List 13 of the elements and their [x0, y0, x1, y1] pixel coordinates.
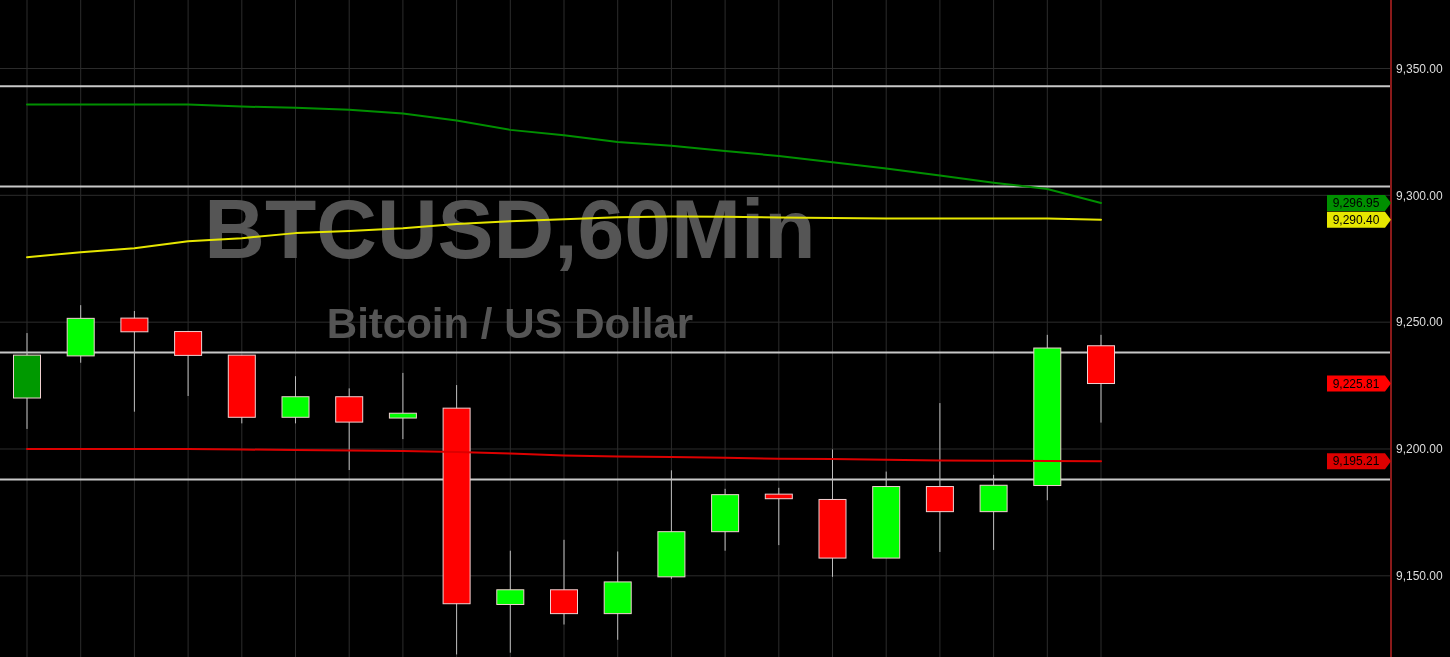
y-tick-label: 9,350.00	[1396, 61, 1444, 76]
text: 9,195.21	[1332, 454, 1380, 469]
line-series	[26, 447, 1102, 463]
candlestick	[764, 487, 793, 546]
text: 9,296.95	[1332, 196, 1380, 211]
y-tick-label: 9,150.00	[1396, 569, 1444, 584]
text: 9,290.40	[1332, 212, 1380, 227]
y-tick-label: 9,200.00	[1396, 442, 1444, 457]
y-tick-label: 9,250.00	[1396, 315, 1444, 330]
y-tick-label: 9,300.00	[1396, 188, 1444, 203]
text: 9,225.81	[1332, 376, 1380, 391]
candlestick	[388, 372, 417, 440]
text: Bitcoin / US Dollar	[326, 300, 694, 347]
